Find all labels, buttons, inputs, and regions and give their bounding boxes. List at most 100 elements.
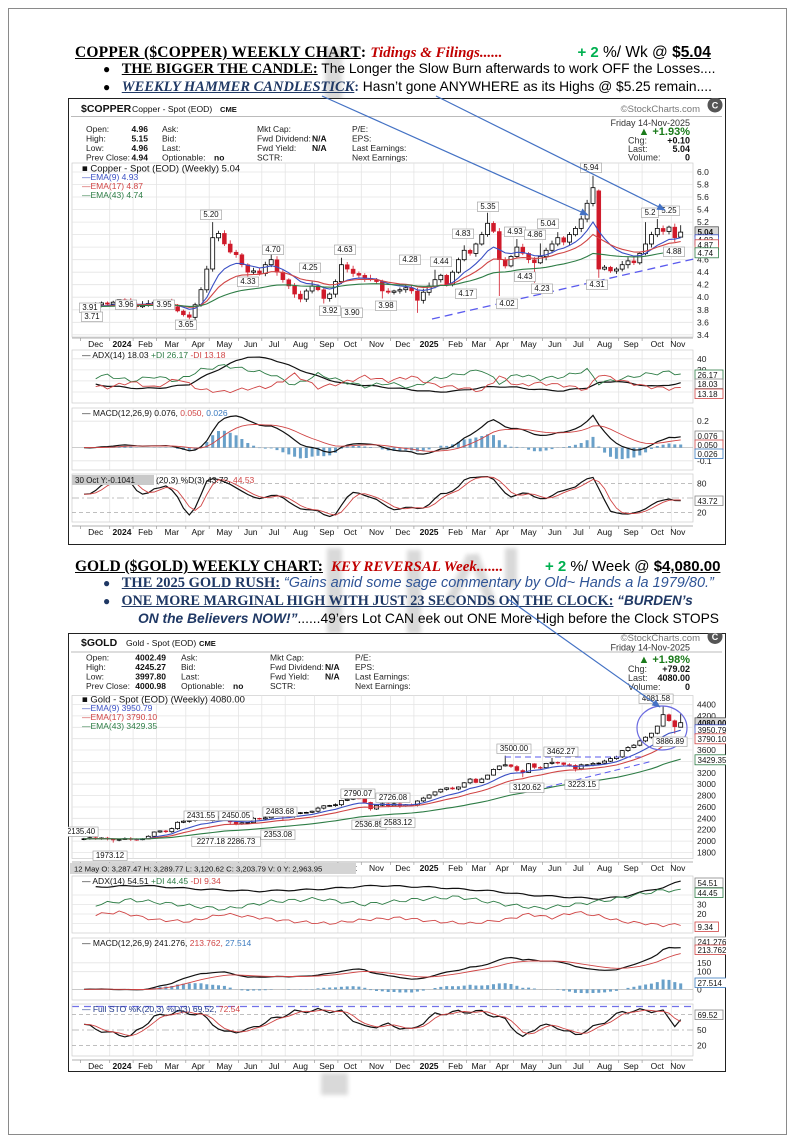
- svg-text:4245.27: 4245.27: [135, 662, 166, 672]
- svg-text:Volume:: Volume:: [628, 682, 661, 692]
- svg-text:4080.00: 4080.00: [657, 673, 690, 683]
- svg-text:Feb: Feb: [448, 863, 463, 873]
- svg-text:80: 80: [697, 479, 707, 489]
- svg-text:0.2: 0.2: [697, 416, 709, 426]
- svg-text:3500.00: 3500.00: [500, 744, 529, 753]
- svg-text:3.4: 3.4: [697, 330, 709, 340]
- svg-text:Aug: Aug: [597, 339, 612, 349]
- svg-text:2790.07: 2790.07: [344, 789, 372, 798]
- svg-text:Mar: Mar: [164, 527, 179, 537]
- svg-text:2450.05: 2450.05: [222, 811, 251, 820]
- svg-text:4.74: 4.74: [698, 249, 714, 258]
- svg-text:3.65: 3.65: [178, 320, 194, 329]
- svg-text:Low:: Low:: [86, 672, 104, 682]
- svg-text:2726.08: 2726.08: [379, 793, 407, 802]
- svg-text:©StockCharts.com: ©StockCharts.com: [621, 104, 700, 115]
- svg-text:0: 0: [685, 153, 690, 163]
- svg-text:Mar: Mar: [472, 339, 487, 349]
- svg-text:May: May: [216, 527, 233, 537]
- svg-text:Jun: Jun: [244, 339, 258, 349]
- svg-text:2024: 2024: [113, 527, 132, 537]
- svg-text:Sep: Sep: [623, 863, 638, 873]
- svg-text:Nov: Nov: [670, 863, 686, 873]
- svg-text:Jul: Jul: [573, 527, 584, 537]
- svg-text:Fwd Yield:: Fwd Yield:: [270, 672, 309, 682]
- svg-text:■ Gold - Spot (EOD) (Weekly) 4: ■ Gold - Spot (EOD) (Weekly) 4080.00: [82, 695, 245, 706]
- svg-text:Apr: Apr: [496, 863, 509, 873]
- svg-text:—EMA(9) 4.93: —EMA(9) 4.93: [82, 172, 138, 182]
- svg-text:— Full STO %K(20,3) %D(3) 69.5: — Full STO %K(20,3) %D(3) 69.52, 72.54: [82, 1004, 240, 1014]
- svg-text:Prev Close:: Prev Close:: [86, 681, 130, 691]
- svg-text:Mkt Cap:: Mkt Cap:: [270, 653, 304, 663]
- svg-text:Optionable:: Optionable:: [162, 153, 205, 163]
- svg-text:2200: 2200: [697, 825, 716, 835]
- svg-text:4.43: 4.43: [517, 272, 532, 281]
- svg-text:4.94: 4.94: [131, 153, 148, 163]
- svg-text:43.72: 43.72: [698, 497, 719, 506]
- svg-text:Fwd Dividend:: Fwd Dividend:: [257, 134, 311, 144]
- svg-text:2000: 2000: [697, 836, 716, 846]
- svg-text:Dec: Dec: [88, 339, 104, 349]
- svg-text:Open:: Open:: [86, 124, 109, 134]
- svg-text:Jul: Jul: [573, 339, 584, 349]
- svg-text:Jun: Jun: [548, 863, 562, 873]
- svg-text:20: 20: [697, 1041, 707, 1051]
- svg-text:SCTR:: SCTR:: [257, 153, 283, 163]
- svg-text:3886.89: 3886.89: [656, 737, 684, 746]
- svg-text:C: C: [712, 633, 719, 642]
- svg-text:Open:: Open:: [86, 653, 109, 663]
- svg-text:5.8: 5.8: [697, 180, 709, 190]
- svg-text:3950.79: 3950.79: [698, 726, 727, 735]
- svg-text:—EMA(9) 3950.79: —EMA(9) 3950.79: [82, 703, 153, 713]
- svg-text:3.91: 3.91: [82, 303, 97, 312]
- svg-text:3.71: 3.71: [84, 312, 99, 321]
- svg-text:Dec: Dec: [88, 527, 104, 537]
- svg-text:no: no: [214, 153, 224, 163]
- svg-text:Jul: Jul: [573, 1061, 584, 1071]
- svg-text:—EMA(17) 3790.10: —EMA(17) 3790.10: [82, 712, 157, 722]
- svg-text:P/E:: P/E:: [352, 124, 368, 134]
- svg-text:0.050: 0.050: [698, 441, 719, 450]
- svg-text:CME: CME: [220, 105, 237, 114]
- svg-text:4.17: 4.17: [458, 289, 473, 298]
- svg-text:241.276: 241.276: [698, 938, 727, 947]
- svg-text:Ask:: Ask:: [162, 124, 179, 134]
- svg-text:Bid:: Bid:: [162, 134, 177, 144]
- svg-text:18.03: 18.03: [698, 380, 719, 389]
- svg-text:Volume:: Volume:: [628, 153, 661, 163]
- svg-text:(20,3) %D(3) 43.72, 44.53: (20,3) %D(3) 43.72, 44.53: [156, 475, 255, 485]
- svg-text:1973.12: 1973.12: [96, 851, 124, 860]
- svg-text:Bid:: Bid:: [181, 662, 196, 672]
- svg-text:0: 0: [697, 984, 702, 994]
- svg-text:Mar: Mar: [472, 527, 487, 537]
- svg-text:Mar: Mar: [164, 339, 179, 349]
- svg-text:4.0: 4.0: [697, 292, 709, 302]
- svg-text:Mar: Mar: [472, 863, 487, 873]
- svg-text:Sep: Sep: [319, 1061, 334, 1071]
- svg-text:4.2: 4.2: [697, 280, 709, 290]
- svg-text:—EMA(17) 4.87: —EMA(17) 4.87: [82, 181, 143, 191]
- svg-text:2600: 2600: [697, 802, 716, 812]
- svg-text:Aug: Aug: [293, 339, 308, 349]
- svg-text:Apr: Apr: [191, 1061, 204, 1071]
- svg-text:Dec: Dec: [395, 863, 411, 873]
- svg-text:— ADX(14) 18.03 +DI 26.17 -DI: — ADX(14) 18.03 +DI 26.17 -DI 13.18: [82, 350, 226, 360]
- svg-text:3.95: 3.95: [156, 300, 172, 309]
- svg-text:5.15: 5.15: [131, 134, 148, 144]
- svg-text:N/A: N/A: [325, 662, 340, 672]
- svg-text:Copper - Spot (EOD): Copper - Spot (EOD): [132, 104, 212, 114]
- svg-text:Aug: Aug: [597, 1061, 612, 1071]
- svg-text:Fwd Yield:: Fwd Yield:: [257, 143, 296, 153]
- svg-text:Apr: Apr: [496, 527, 509, 537]
- svg-text:Apr: Apr: [496, 1061, 509, 1071]
- svg-text:3.92: 3.92: [322, 306, 337, 315]
- svg-text:+79.02: +79.02: [662, 664, 690, 674]
- svg-text:5.35: 5.35: [480, 202, 496, 211]
- svg-text:Ask:: Ask:: [181, 653, 198, 663]
- svg-text:Oct: Oct: [651, 863, 665, 873]
- svg-text:2024: 2024: [113, 1061, 132, 1071]
- svg-text:20: 20: [697, 909, 707, 919]
- svg-text:0.026: 0.026: [698, 450, 719, 459]
- svg-text:Nov: Nov: [369, 1061, 385, 1071]
- svg-text:May: May: [216, 339, 233, 349]
